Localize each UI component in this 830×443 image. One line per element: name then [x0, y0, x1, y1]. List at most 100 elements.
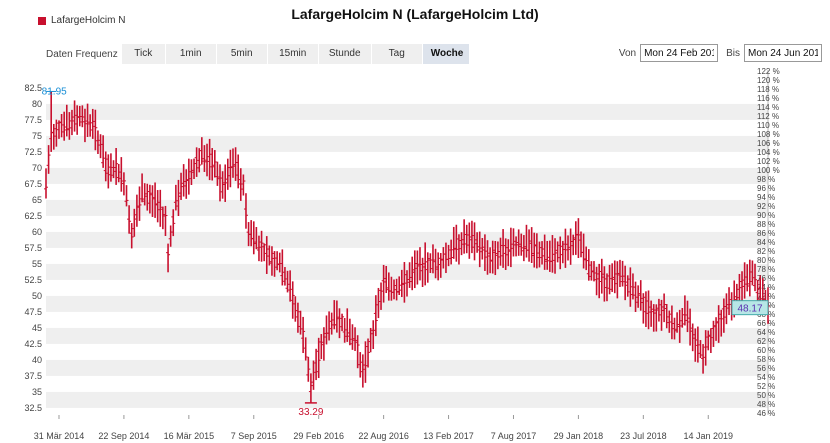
freq-button-5min[interactable]: 5min — [216, 44, 267, 64]
freq-button-1min[interactable]: 1min — [165, 44, 216, 64]
y2-tick-label: 90 % — [757, 211, 775, 220]
y-tick-label: 67.5 — [24, 179, 42, 189]
y-tick-label: 62.5 — [24, 211, 42, 221]
x-tick-label: 29 Jan 2018 — [554, 431, 604, 441]
freq-button-stunde[interactable]: Stunde — [318, 44, 371, 64]
grid-band — [46, 295, 768, 312]
y2-tick-label: 120 % — [757, 76, 780, 85]
grid-band — [46, 199, 768, 216]
y-tick-label: 80 — [32, 99, 42, 109]
y2-tick-label: 58 % — [757, 355, 775, 364]
y2-tick-label: 112 % — [757, 112, 779, 121]
y-tick-label: 70 — [32, 163, 42, 173]
to-date-input[interactable] — [744, 44, 822, 62]
y2-tick-label: 104 % — [757, 148, 780, 157]
y-tick-label: 57.5 — [24, 243, 42, 253]
grid-band — [46, 167, 768, 184]
y-tick-label: 37.5 — [24, 371, 42, 381]
y-tick-label: 47.5 — [24, 307, 42, 317]
y2-tick-label: 100 % — [757, 166, 780, 175]
y2-tick-label: 84 % — [757, 238, 775, 247]
y2-tick-label: 122 % — [757, 67, 780, 76]
grid-band — [46, 327, 768, 344]
legend[interactable]: LafargeHolcim N — [38, 15, 125, 26]
y2-tick-label: 98 % — [757, 175, 775, 184]
y2-tick-label: 82 % — [757, 247, 775, 256]
from-label: Von — [618, 47, 637, 59]
y-tick-label: 45 — [32, 323, 42, 333]
min-label: 33.29 — [298, 407, 323, 418]
y2-tick-label: 94 % — [757, 193, 775, 202]
y2-tick-label: 54 % — [757, 373, 775, 382]
grid-band — [46, 103, 768, 120]
max-label: 81.95 — [42, 86, 67, 97]
x-tick-label: 16 Mär 2015 — [164, 431, 215, 441]
y2-tick-label: 110 % — [757, 121, 779, 130]
from-date-input[interactable] — [640, 44, 719, 62]
x-tick-label: 13 Feb 2017 — [423, 431, 474, 441]
grid-band — [46, 391, 768, 408]
y-tick-label: 72.5 — [24, 147, 42, 157]
x-tick-label: 7 Sep 2015 — [231, 431, 277, 441]
freq-button-15min[interactable]: 15min — [267, 44, 318, 64]
y2-tick-label: 76 % — [757, 274, 775, 283]
last-price-box — [731, 300, 769, 316]
y2-tick-label: 62 % — [757, 337, 775, 346]
y-tick-label: 60 — [32, 227, 42, 237]
y-tick-label: 82.5 — [24, 83, 42, 93]
y-tick-label: 35 — [32, 387, 42, 397]
x-tick-label: 29 Feb 2016 — [293, 431, 344, 441]
y-tick-label: 50 — [32, 291, 42, 301]
y-tick-label: 55 — [32, 259, 42, 269]
y2-tick-label: 88 % — [757, 220, 775, 229]
y2-tick-label: 74 % — [757, 283, 775, 292]
x-tick-label: 23 Jul 2018 — [620, 431, 667, 441]
y2-tick-label: 114 % — [757, 103, 779, 112]
freq-button-tag[interactable]: Tag — [371, 44, 422, 64]
y2-tick-label: 102 % — [757, 157, 780, 166]
legend-label: LafargeHolcim N — [51, 15, 126, 26]
freq-button-woche[interactable]: Woche — [422, 44, 469, 64]
grid-band — [46, 231, 768, 248]
chart-title: LafargeHolcim N (LafargeHolcim Ltd) — [291, 6, 539, 22]
x-tick-label: 31 Mär 2014 — [34, 431, 85, 441]
y2-tick-label: 52 % — [757, 382, 775, 391]
y2-tick-label: 66 % — [757, 319, 775, 328]
grid-band — [46, 359, 768, 376]
frequency-toolbar: Daten Frequenz Tick 1min 5min 15min Stun… — [46, 44, 470, 64]
legend-swatch — [38, 16, 46, 25]
to-label: Bis — [726, 47, 740, 59]
y-tick-label: 77.5 — [24, 115, 42, 125]
y2-tick-label: 78 % — [757, 265, 775, 274]
last-price-label: 48.17 — [737, 304, 762, 315]
y2-tick-label: 106 % — [757, 139, 780, 148]
y-tick-label: 65 — [32, 195, 42, 205]
y2-tick-label: 60 % — [757, 346, 775, 355]
y-tick-label: 75 — [32, 131, 42, 141]
y2-tick-label: 50 % — [757, 391, 775, 400]
freq-button-tick[interactable]: Tick — [121, 44, 165, 64]
x-tick-label: 14 Jan 2019 — [683, 431, 733, 441]
y2-tick-label: 48 % — [757, 400, 775, 409]
y2-tick-label: 92 % — [757, 202, 775, 211]
x-tick-label: 22 Sep 2014 — [98, 431, 149, 441]
date-range: Von Bis — [619, 44, 822, 62]
x-tick-label: 22 Aug 2016 — [358, 431, 409, 441]
y2-tick-label: 108 % — [757, 130, 780, 139]
y2-tick-label: 80 % — [757, 256, 775, 265]
frequency-label: Daten Frequenz — [46, 48, 118, 60]
y2-tick-label: 116 % — [757, 94, 779, 103]
y2-tick-label: 56 % — [757, 364, 775, 373]
x-tick-label: 7 Aug 2017 — [491, 431, 537, 441]
y2-tick-label: 46 % — [757, 409, 775, 418]
y2-tick-label: 118 % — [757, 85, 779, 94]
y2-tick-label: 86 % — [757, 229, 775, 238]
y-tick-label: 42.5 — [24, 339, 42, 349]
y-tick-label: 52.5 — [24, 275, 42, 285]
y-tick-label: 32.5 — [24, 403, 42, 413]
y2-tick-label: 96 % — [757, 184, 775, 193]
grid-band — [46, 135, 768, 152]
y-tick-label: 40 — [32, 355, 42, 365]
y2-tick-label: 64 % — [757, 328, 775, 337]
